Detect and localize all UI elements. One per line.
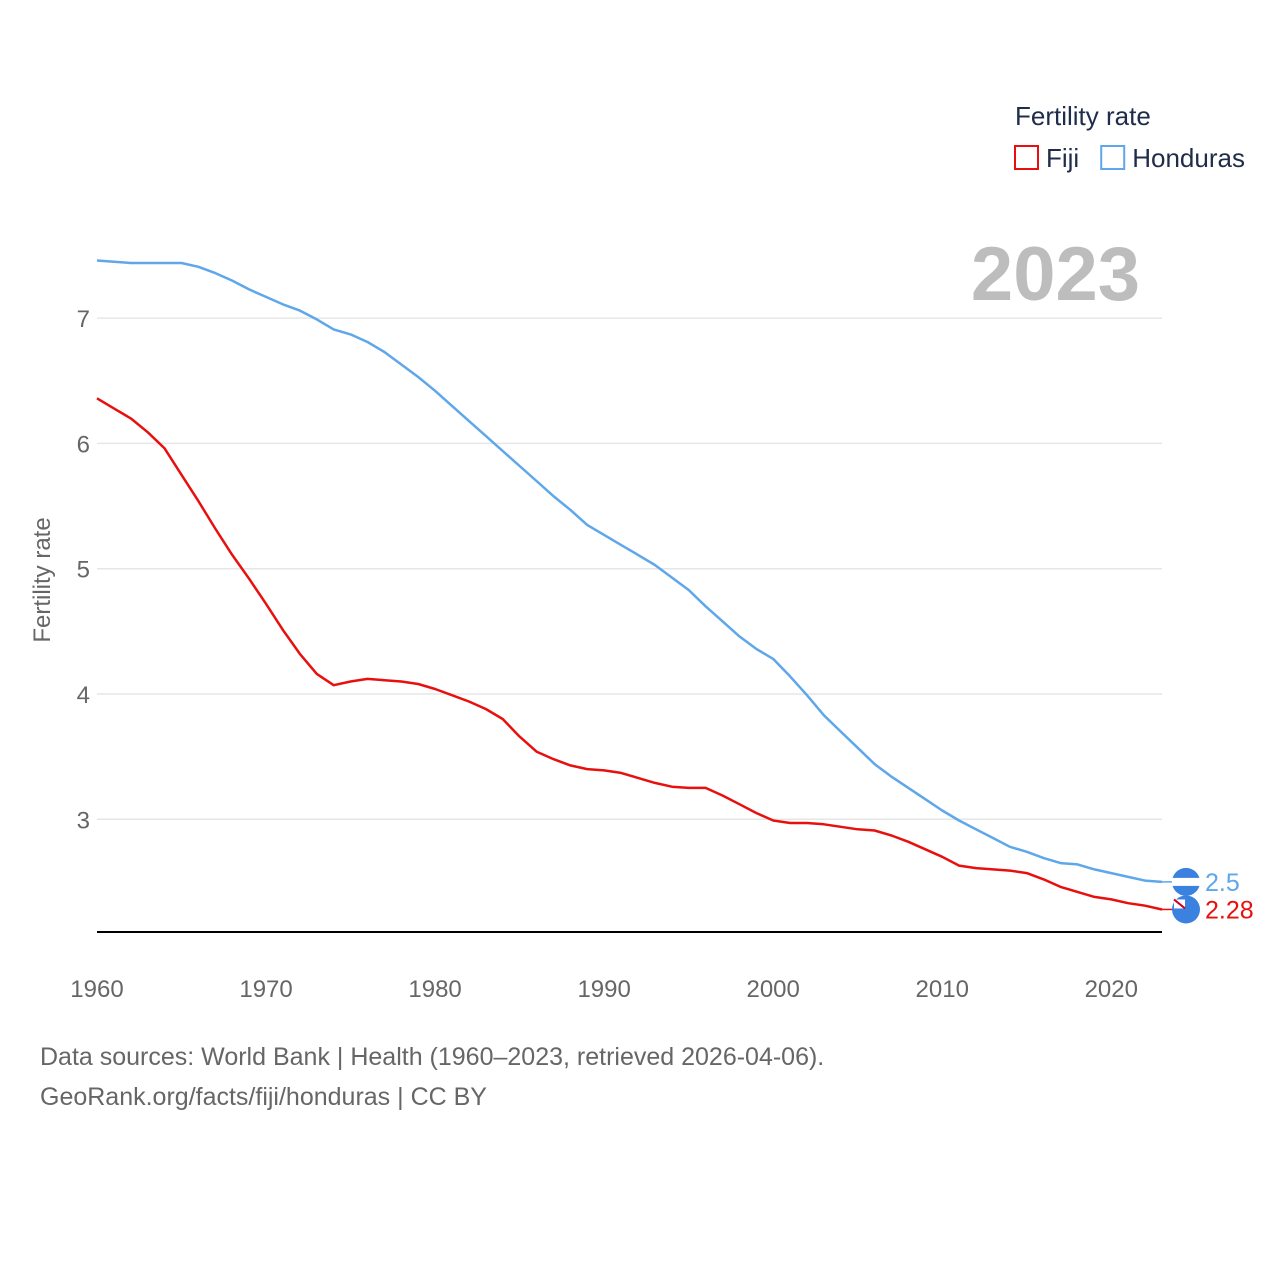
flag-stripe bbox=[1172, 877, 1200, 886]
y-tick-label: 3 bbox=[77, 807, 90, 834]
legend-swatch-fiji bbox=[1014, 145, 1039, 170]
gridlines bbox=[97, 317, 1162, 821]
legend: Fertility rate Fiji Honduras bbox=[1014, 101, 1245, 173]
x-axis-ticks: 1960 1970 1980 1990 2000 2010 2020 bbox=[70, 976, 1138, 1003]
legend-label-honduras: Honduras bbox=[1132, 143, 1245, 173]
y-tick-label: 7 bbox=[77, 306, 90, 333]
attribution-text: GeoRank.org/facts/fiji/honduras | CC BY bbox=[40, 1083, 487, 1111]
y-axis-title: Fertility rate bbox=[29, 517, 56, 642]
legend-title: Fertility rate bbox=[1015, 101, 1151, 131]
x-tick-label: 1980 bbox=[408, 976, 461, 1003]
x-tick-label: 1960 bbox=[70, 976, 123, 1003]
x-tick-label: 2020 bbox=[1085, 976, 1138, 1003]
x-tick-label: 2010 bbox=[916, 976, 969, 1003]
y-axis-ticks: 3 4 5 6 7 bbox=[77, 306, 90, 834]
x-tick-label: 1990 bbox=[577, 976, 630, 1003]
data-source-text: Data sources: World Bank | Health (1960–… bbox=[40, 1043, 825, 1071]
flag-cross bbox=[1173, 898, 1186, 910]
end-markers: 2.282.5 bbox=[1162, 867, 1254, 924]
series-lines bbox=[96, 259, 1163, 911]
x-tick-label: 1970 bbox=[239, 976, 292, 1003]
end-value-label-honduras: 2.5 bbox=[1205, 869, 1240, 897]
y-tick-label: 6 bbox=[77, 431, 90, 458]
x-tick-label: 2000 bbox=[746, 976, 799, 1003]
series-line-honduras bbox=[96, 259, 1163, 884]
legend-label-fiji: Fiji bbox=[1046, 143, 1079, 173]
legend-swatch-honduras bbox=[1100, 145, 1126, 170]
y-tick-label: 4 bbox=[77, 682, 90, 709]
current-year-label: 2023 bbox=[971, 232, 1140, 317]
y-tick-label: 5 bbox=[77, 557, 90, 584]
series-line-fiji bbox=[96, 397, 1163, 911]
end-value-label-fiji: 2.28 bbox=[1205, 896, 1254, 924]
